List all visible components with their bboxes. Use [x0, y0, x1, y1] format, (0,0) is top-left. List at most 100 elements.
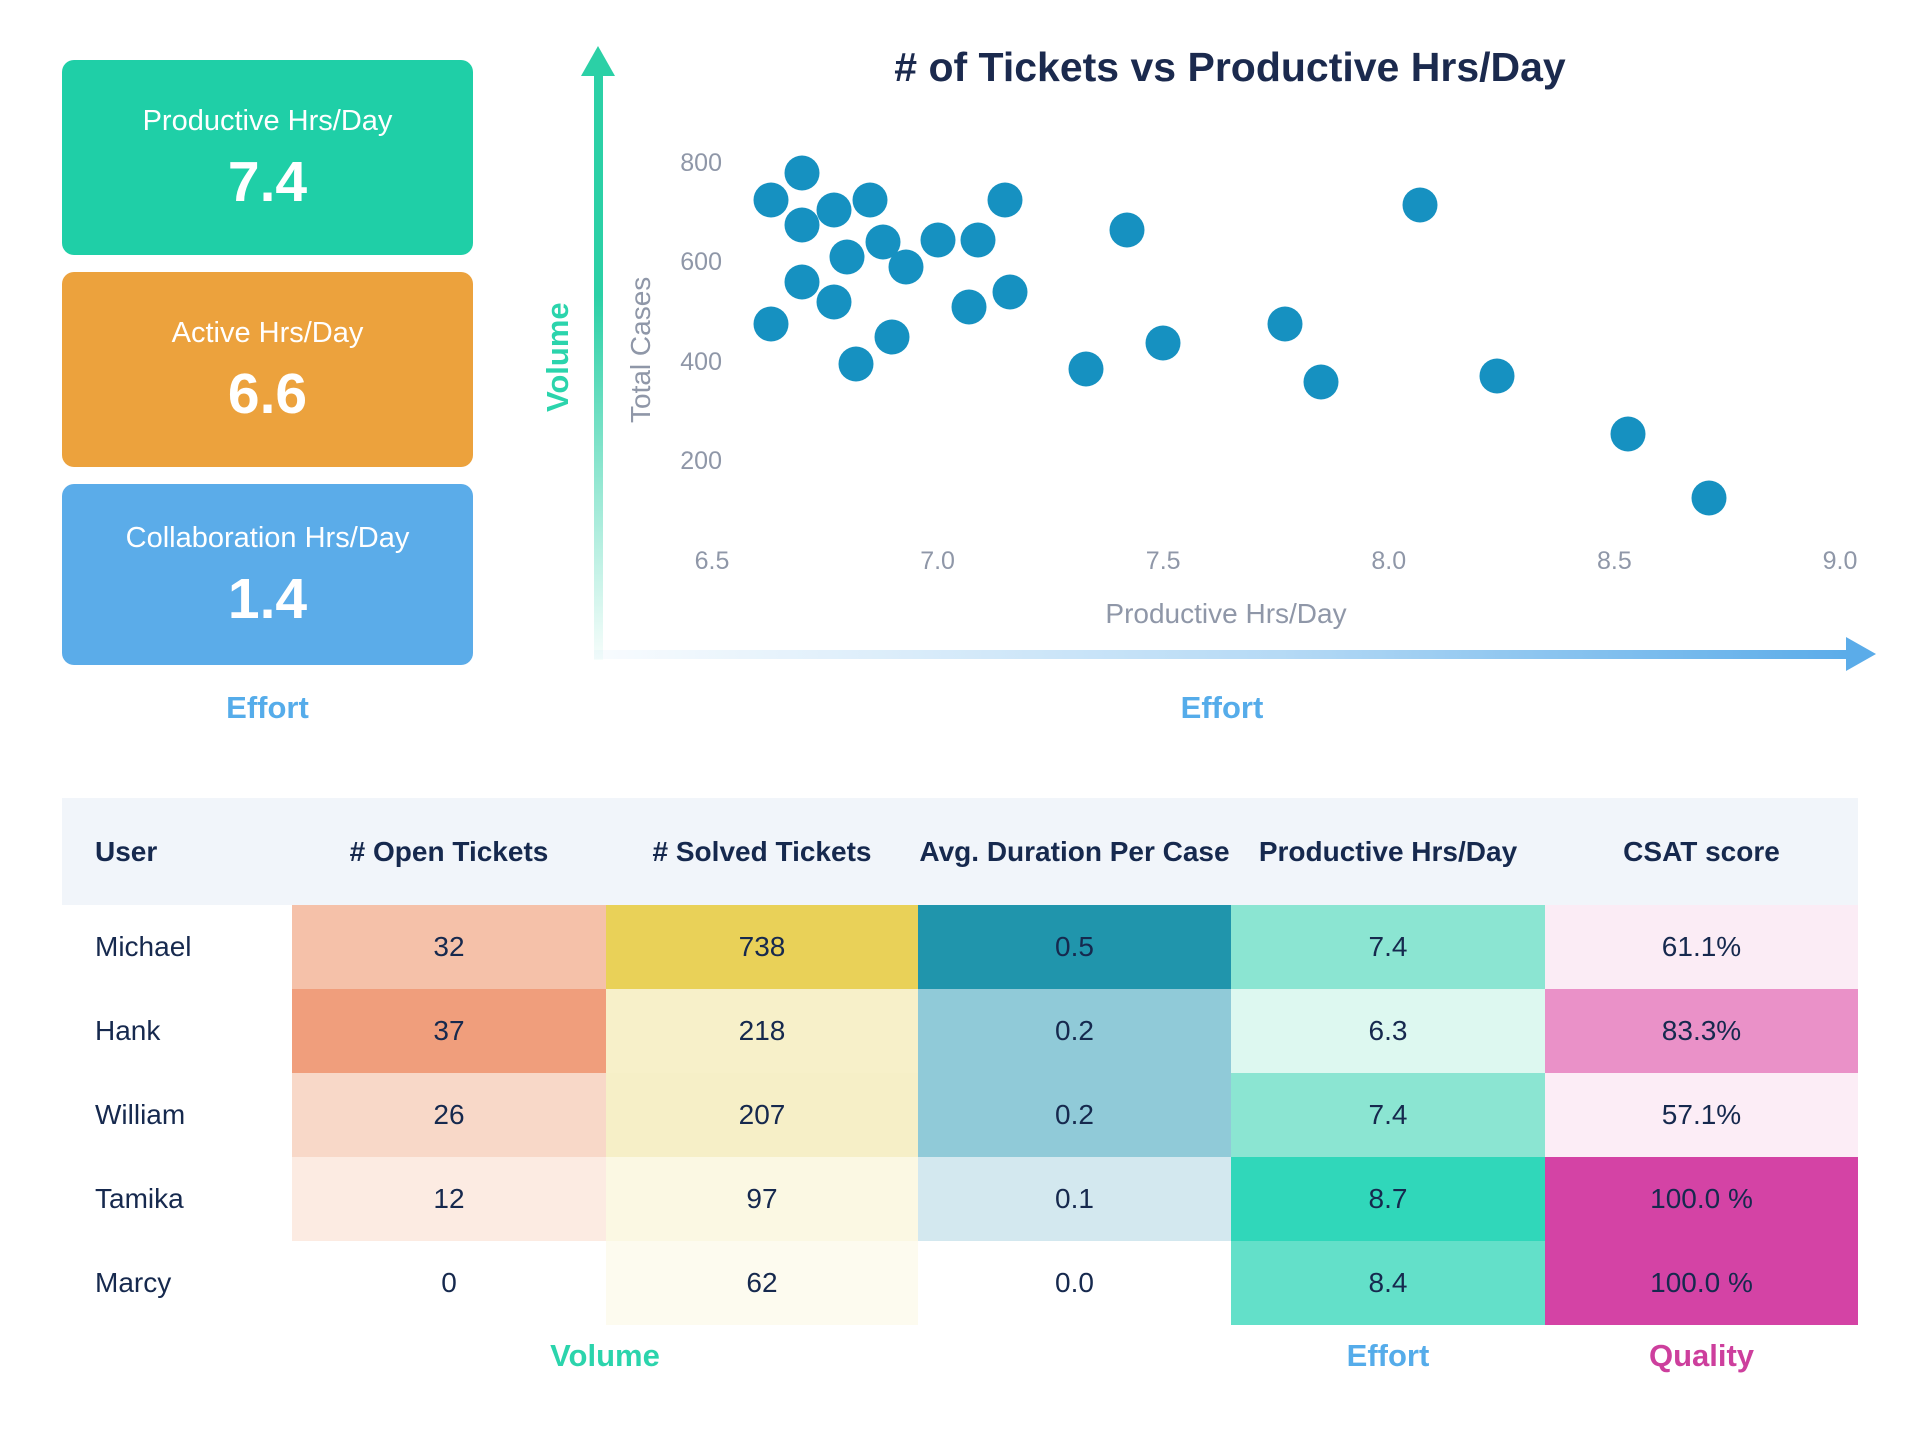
x-axis-group-label-effort: Effort — [1180, 690, 1264, 725]
kpi-card-active-hrs: Active Hrs/Day 6.6 — [62, 272, 473, 467]
cell-solved: 62 — [606, 1241, 918, 1325]
cell-solved: 97 — [606, 1157, 918, 1241]
scatter-point — [1303, 364, 1339, 400]
x-tick-label: 7.0 — [920, 547, 955, 575]
y-axis-arrow-head-icon — [581, 46, 615, 76]
cell-solved: 218 — [606, 989, 918, 1073]
scatter-point — [987, 182, 1023, 218]
cell-duration: 0.5 — [918, 905, 1231, 989]
cell-duration: 0.0 — [918, 1241, 1231, 1325]
cell-productive: 8.4 — [1231, 1241, 1545, 1325]
table-group-label-effort: Effort — [1346, 1338, 1430, 1373]
kpi-card-value: 1.4 — [227, 566, 308, 631]
column-header-avg-duration: Avg. Duration Per Case — [919, 835, 1230, 867]
cell-csat: 83.3% — [1545, 989, 1858, 1073]
chart-title: # of Tickets vs Productive Hrs/Day — [894, 44, 1566, 90]
kpi-group-label-effort: Effort — [226, 690, 309, 725]
scatter-point — [1267, 306, 1303, 342]
table-row: Michael 32 738 0.5 7.4 61.1% — [62, 905, 1858, 989]
column-header-user: User — [95, 835, 158, 867]
scatter-point — [920, 222, 956, 258]
scatter-point — [784, 207, 820, 243]
cell-solved: 738 — [606, 905, 918, 989]
x-tick-label: 9.0 — [1822, 547, 1858, 575]
y-axis-arrow-line — [594, 72, 603, 660]
scatter-point — [960, 222, 996, 258]
cell-productive: 7.4 — [1231, 905, 1545, 989]
x-axis-arrow-line — [594, 650, 1848, 659]
scatter-point — [874, 319, 910, 355]
table-header-row: User # Open Tickets # Solved Tickets Avg… — [62, 798, 1858, 905]
cell-csat: 100.0 % — [1545, 1241, 1858, 1325]
scatter-point — [753, 306, 789, 342]
scatter-point — [1402, 187, 1438, 223]
scatter-point — [951, 289, 987, 325]
table-group-label-quality: Quality — [1648, 1338, 1755, 1373]
scatter-point — [1610, 416, 1646, 452]
cell-open: 37 — [292, 989, 606, 1073]
table-row: William 26 207 0.2 7.4 57.1% — [62, 1073, 1858, 1157]
column-header-solved-tickets: # Solved Tickets — [652, 835, 872, 867]
cell-open: 26 — [292, 1073, 606, 1157]
x-tick-label: 6.5 — [694, 547, 730, 575]
scatter-point — [888, 249, 924, 285]
scatter-point — [1479, 358, 1515, 394]
scatter-point — [784, 155, 820, 191]
scatter-point — [829, 239, 865, 275]
cell-user: William — [62, 1073, 292, 1157]
kpi-card-label: Collaboration Hrs/Day — [125, 521, 410, 554]
scatter-point — [816, 192, 852, 228]
x-axis-arrow-head-icon — [1846, 637, 1876, 671]
kpi-card-collaboration-hrs: Collaboration Hrs/Day 1.4 — [62, 484, 473, 665]
y-tick-label: 600 — [680, 248, 722, 277]
table-row: Hank 37 218 0.2 6.3 83.3% — [62, 989, 1858, 1073]
column-header-open-tickets: # Open Tickets — [349, 835, 549, 867]
table-body: Michael 32 738 0.5 7.4 61.1% Hank 37 218 0.2 6.3 83… — [62, 905, 1858, 1325]
scatter-point — [992, 274, 1028, 310]
cell-productive: 7.4 — [1231, 1073, 1545, 1157]
cell-solved: 207 — [606, 1073, 918, 1157]
x-axis-label: Productive Hrs/Day — [1105, 598, 1347, 629]
scatter-point — [816, 284, 852, 320]
x-tick-label: 8.5 — [1597, 547, 1632, 575]
cell-csat: 61.1% — [1545, 905, 1858, 989]
cell-user: Michael — [62, 905, 292, 989]
agents-metrics-table: User # Open Tickets # Solved Tickets Avg… — [62, 798, 1858, 1325]
kpi-card-value: 6.6 — [227, 361, 308, 426]
column-header-csat-score: CSAT score — [1623, 835, 1780, 867]
cell-open: 0 — [292, 1241, 606, 1325]
y-tick-label: 400 — [680, 347, 722, 376]
cell-open: 32 — [292, 905, 606, 989]
x-tick-label: 8.0 — [1371, 547, 1407, 575]
cell-user: Tamika — [62, 1157, 292, 1241]
cell-duration: 0.1 — [918, 1157, 1231, 1241]
kpi-card-label: Active Hrs/Day — [171, 316, 364, 349]
scatter-point — [784, 264, 820, 300]
column-header-productive-hrs: Productive Hrs/Day — [1258, 835, 1518, 867]
table-group-label-volume: Volume — [550, 1338, 660, 1373]
cell-productive: 8.7 — [1231, 1157, 1545, 1241]
scatter-point — [838, 346, 874, 382]
scatter-point — [1691, 480, 1727, 516]
kpi-card-value: 7.4 — [227, 149, 308, 214]
scatter-point — [753, 182, 789, 218]
cell-duration: 0.2 — [918, 1073, 1231, 1157]
cell-csat: 57.1% — [1545, 1073, 1858, 1157]
cell-user: Hank — [62, 989, 292, 1073]
table-row: Marcy 0 62 0.0 8.4 100.0 % — [62, 1241, 1858, 1325]
scatter-point — [1109, 212, 1145, 248]
y-tick-label: 800 — [680, 149, 722, 177]
cell-user: Marcy — [62, 1241, 292, 1325]
x-tick-label: 7.5 — [1145, 547, 1181, 575]
table-row: Tamika 12 97 0.1 8.7 100.0 % — [62, 1157, 1858, 1241]
cell-productive: 6.3 — [1231, 989, 1545, 1073]
y-tick-label: 200 — [680, 447, 722, 475]
cell-duration: 0.2 — [918, 989, 1231, 1073]
scatter-point — [1068, 351, 1104, 387]
cell-csat: 100.0 % — [1545, 1157, 1858, 1241]
kpi-card-label: Productive Hrs/Day — [142, 104, 393, 137]
scatter-point — [852, 182, 888, 218]
scatter-point — [1145, 325, 1181, 361]
cell-open: 12 — [292, 1157, 606, 1241]
